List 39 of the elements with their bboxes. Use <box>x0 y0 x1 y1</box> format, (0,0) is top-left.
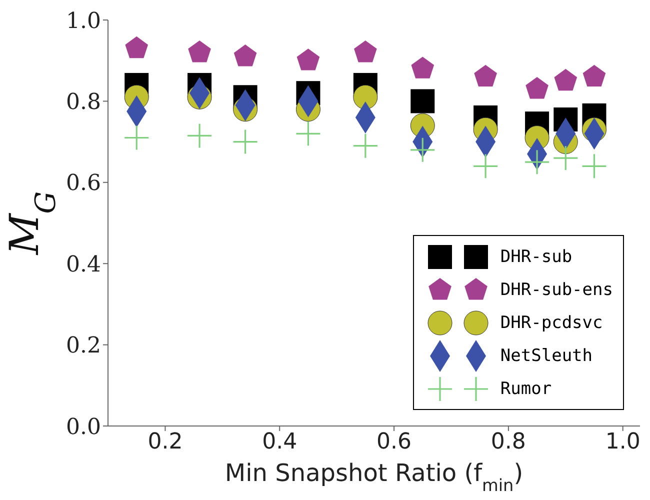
point <box>411 56 434 78</box>
point <box>410 89 435 114</box>
point <box>582 64 606 87</box>
point <box>188 40 211 62</box>
y-tick-label: 0.0 <box>66 414 101 440</box>
point <box>353 134 378 158</box>
y-tick-label: 0.8 <box>66 90 101 116</box>
point <box>234 44 257 66</box>
x-tick-label: 0.8 <box>490 430 526 455</box>
y-tick-label: 0.2 <box>66 334 101 359</box>
point <box>525 150 550 174</box>
point <box>582 154 606 178</box>
y-tick-label: 1.0 <box>66 8 101 34</box>
point <box>125 36 148 58</box>
point <box>124 126 149 150</box>
x-tick-label: 0.4 <box>262 430 298 455</box>
point <box>474 64 497 87</box>
y-tick-label: 0.4 <box>66 252 101 278</box>
x-tick-label: 0.2 <box>148 430 183 455</box>
point <box>410 138 435 162</box>
point <box>296 48 320 70</box>
point <box>296 122 320 146</box>
x-tick-label: 1.0 <box>605 430 640 455</box>
point <box>233 130 258 154</box>
point <box>354 40 377 62</box>
x-axis-title: Min Snapshot Ratio (f$_{min}$) <box>224 459 524 495</box>
x-tick-label: 0.6 <box>376 430 412 455</box>
legend-label: NetSleuth <box>500 346 593 366</box>
point <box>554 146 578 170</box>
legend-label: DHR-sub <box>500 246 572 266</box>
point <box>188 124 212 148</box>
y-tick-label: 0.6 <box>66 171 101 196</box>
legend-label: DHR-sub-ens <box>500 280 613 300</box>
point <box>526 77 548 99</box>
point <box>554 68 578 91</box>
legend-label: Rumor <box>500 378 552 398</box>
point <box>353 84 378 110</box>
legend-label: DHR-pcdsvc <box>500 312 603 332</box>
point <box>474 154 498 178</box>
